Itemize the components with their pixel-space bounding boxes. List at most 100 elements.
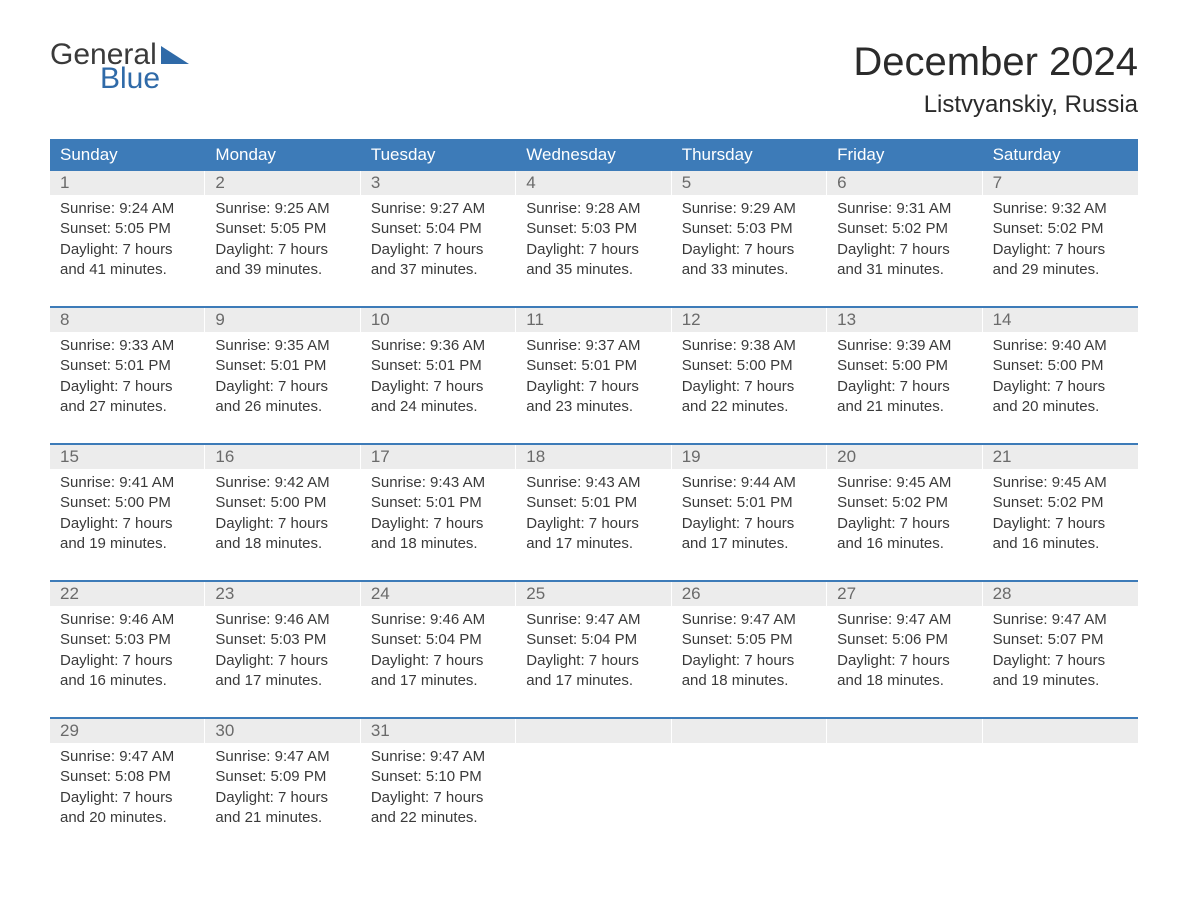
- cell-line-d2: and 16 minutes.: [993, 534, 1128, 554]
- cell-line-sunset: Sunset: 5:10 PM: [371, 767, 506, 787]
- brand-logo: General Blue: [50, 40, 189, 94]
- cell-line-sunset: Sunset: 5:02 PM: [837, 219, 972, 239]
- cell-line-sunrise: Sunrise: 9:38 AM: [682, 336, 817, 356]
- cell-line-sunset: Sunset: 5:00 PM: [682, 356, 817, 376]
- calendar-cell: Sunrise: 9:46 AMSunset: 5:03 PMDaylight:…: [50, 606, 205, 695]
- cell-line-sunset: Sunset: 5:01 PM: [526, 356, 661, 376]
- day-number: 31: [361, 719, 516, 743]
- cell-line-sunset: Sunset: 5:07 PM: [993, 630, 1128, 650]
- cell-line-sunrise: Sunrise: 9:25 AM: [215, 199, 350, 219]
- day-number: 12: [672, 308, 827, 332]
- calendar-cell: Sunrise: 9:32 AMSunset: 5:02 PMDaylight:…: [983, 195, 1138, 284]
- cell-line-d2: and 22 minutes.: [371, 808, 506, 828]
- cell-line-d1: Daylight: 7 hours: [682, 240, 817, 260]
- day-number: 21: [983, 445, 1138, 469]
- cell-line-d2: and 19 minutes.: [60, 534, 195, 554]
- day-number: 10: [361, 308, 516, 332]
- cell-line-sunrise: Sunrise: 9:33 AM: [60, 336, 195, 356]
- calendar-week: 293031Sunrise: 9:47 AMSunset: 5:08 PMDay…: [50, 717, 1138, 832]
- calendar-cell: Sunrise: 9:42 AMSunset: 5:00 PMDaylight:…: [205, 469, 360, 558]
- calendar-week: 22232425262728Sunrise: 9:46 AMSunset: 5:…: [50, 580, 1138, 695]
- cell-line-sunrise: Sunrise: 9:27 AM: [371, 199, 506, 219]
- day-number: 2: [205, 171, 360, 195]
- day-number: 22: [50, 582, 205, 606]
- cell-line-sunrise: Sunrise: 9:37 AM: [526, 336, 661, 356]
- cell-line-d1: Daylight: 7 hours: [60, 240, 195, 260]
- cell-line-sunrise: Sunrise: 9:41 AM: [60, 473, 195, 493]
- cell-line-d2: and 17 minutes.: [682, 534, 817, 554]
- day-number: 19: [672, 445, 827, 469]
- cell-line-sunrise: Sunrise: 9:45 AM: [993, 473, 1128, 493]
- cell-line-d1: Daylight: 7 hours: [993, 651, 1128, 671]
- cell-line-sunset: Sunset: 5:00 PM: [993, 356, 1128, 376]
- cell-line-d1: Daylight: 7 hours: [837, 651, 972, 671]
- calendar-cell: Sunrise: 9:47 AMSunset: 5:04 PMDaylight:…: [516, 606, 671, 695]
- cell-line-d2: and 31 minutes.: [837, 260, 972, 280]
- calendar-cell: Sunrise: 9:47 AMSunset: 5:10 PMDaylight:…: [361, 743, 516, 832]
- calendar-cell: Sunrise: 9:41 AMSunset: 5:00 PMDaylight:…: [50, 469, 205, 558]
- cell-line-d1: Daylight: 7 hours: [215, 514, 350, 534]
- calendar-cell: Sunrise: 9:33 AMSunset: 5:01 PMDaylight:…: [50, 332, 205, 421]
- cell-line-d1: Daylight: 7 hours: [60, 514, 195, 534]
- day-number: 13: [827, 308, 982, 332]
- calendar-week: 15161718192021Sunrise: 9:41 AMSunset: 5:…: [50, 443, 1138, 558]
- cell-line-sunrise: Sunrise: 9:35 AM: [215, 336, 350, 356]
- day-number: 14: [983, 308, 1138, 332]
- day-number: 17: [361, 445, 516, 469]
- calendar-cell: Sunrise: 9:45 AMSunset: 5:02 PMDaylight:…: [983, 469, 1138, 558]
- cell-line-d2: and 27 minutes.: [60, 397, 195, 417]
- cell-line-d2: and 18 minutes.: [371, 534, 506, 554]
- day-header-row: Sunday Monday Tuesday Wednesday Thursday…: [50, 139, 1138, 171]
- calendar-cell: Sunrise: 9:27 AMSunset: 5:04 PMDaylight:…: [361, 195, 516, 284]
- day-header-thursday: Thursday: [672, 139, 827, 171]
- cell-line-sunrise: Sunrise: 9:43 AM: [371, 473, 506, 493]
- day-number: 23: [205, 582, 360, 606]
- cell-line-sunset: Sunset: 5:03 PM: [526, 219, 661, 239]
- cell-line-sunrise: Sunrise: 9:39 AM: [837, 336, 972, 356]
- day-number-row: 15161718192021: [50, 445, 1138, 469]
- weeks-container: 1234567Sunrise: 9:24 AMSunset: 5:05 PMDa…: [50, 171, 1138, 832]
- cell-line-sunset: Sunset: 5:01 PM: [215, 356, 350, 376]
- cell-line-sunrise: Sunrise: 9:44 AM: [682, 473, 817, 493]
- calendar-week: 891011121314Sunrise: 9:33 AMSunset: 5:01…: [50, 306, 1138, 421]
- cell-line-d2: and 18 minutes.: [837, 671, 972, 691]
- cell-line-d2: and 18 minutes.: [682, 671, 817, 691]
- cell-line-d1: Daylight: 7 hours: [60, 377, 195, 397]
- calendar-cell: [672, 743, 827, 832]
- page: General Blue December 2024 Listvyanskiy,…: [0, 0, 1188, 872]
- cell-line-sunset: Sunset: 5:00 PM: [215, 493, 350, 513]
- cell-line-d1: Daylight: 7 hours: [837, 377, 972, 397]
- calendar-week: 1234567Sunrise: 9:24 AMSunset: 5:05 PMDa…: [50, 171, 1138, 284]
- cell-line-d2: and 18 minutes.: [215, 534, 350, 554]
- cell-line-d1: Daylight: 7 hours: [60, 788, 195, 808]
- cell-line-d2: and 23 minutes.: [526, 397, 661, 417]
- cell-line-d1: Daylight: 7 hours: [526, 240, 661, 260]
- day-number: [983, 719, 1138, 743]
- calendar-cell: Sunrise: 9:25 AMSunset: 5:05 PMDaylight:…: [205, 195, 360, 284]
- calendar-cell: Sunrise: 9:46 AMSunset: 5:03 PMDaylight:…: [205, 606, 360, 695]
- cell-line-d1: Daylight: 7 hours: [215, 377, 350, 397]
- day-number: 6: [827, 171, 982, 195]
- calendar-cell: Sunrise: 9:24 AMSunset: 5:05 PMDaylight:…: [50, 195, 205, 284]
- cell-line-d1: Daylight: 7 hours: [371, 377, 506, 397]
- day-number: 26: [672, 582, 827, 606]
- location-text: Listvyanskiy, Russia: [853, 91, 1138, 119]
- cell-line-sunset: Sunset: 5:04 PM: [526, 630, 661, 650]
- cell-line-sunrise: Sunrise: 9:24 AM: [60, 199, 195, 219]
- calendar-cell: Sunrise: 9:28 AMSunset: 5:03 PMDaylight:…: [516, 195, 671, 284]
- day-number-row: 891011121314: [50, 308, 1138, 332]
- cell-line-sunrise: Sunrise: 9:47 AM: [837, 610, 972, 630]
- cell-line-sunset: Sunset: 5:03 PM: [60, 630, 195, 650]
- cell-line-sunset: Sunset: 5:05 PM: [215, 219, 350, 239]
- day-header-monday: Monday: [205, 139, 360, 171]
- cell-line-d2: and 24 minutes.: [371, 397, 506, 417]
- cell-line-sunrise: Sunrise: 9:31 AM: [837, 199, 972, 219]
- cell-line-sunset: Sunset: 5:00 PM: [837, 356, 972, 376]
- cell-line-d2: and 21 minutes.: [215, 808, 350, 828]
- day-number: 28: [983, 582, 1138, 606]
- calendar-cell: Sunrise: 9:31 AMSunset: 5:02 PMDaylight:…: [827, 195, 982, 284]
- day-header-saturday: Saturday: [983, 139, 1138, 171]
- calendar-cell: Sunrise: 9:38 AMSunset: 5:00 PMDaylight:…: [672, 332, 827, 421]
- cell-line-sunrise: Sunrise: 9:46 AM: [60, 610, 195, 630]
- calendar-cell: Sunrise: 9:45 AMSunset: 5:02 PMDaylight:…: [827, 469, 982, 558]
